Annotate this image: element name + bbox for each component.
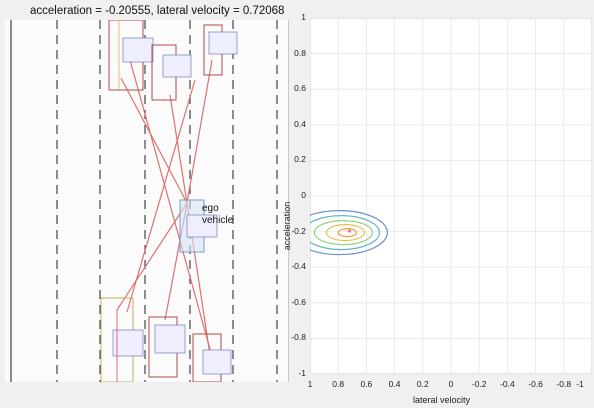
grid-lines [310,18,592,374]
y-tick-label: -0.2 [291,225,306,236]
x-axis-title: lateral velocity [413,395,471,405]
y-axis-title: acceleration [282,201,292,251]
y-tick-label: 0.6 [294,83,306,94]
y-tick-label: 1 [301,12,306,22]
ego-vehicle-label: ego vehicle [202,203,233,227]
x-tick-label: 0.2 [416,379,429,389]
lane-lines [56,20,278,382]
x-tick-label: -1 [576,379,584,389]
contour-lines [310,211,387,255]
contour-level [310,211,387,255]
scenario-view: ego vehicle [5,20,289,382]
contour-level [338,229,356,237]
window-title: acceleration = -0.20555, lateral velocit… [30,5,285,17]
y-tick-label: -0.8 [291,332,306,343]
contour-plot: * [310,18,592,374]
y-tick-label: -0.4 [291,261,306,272]
y-tick-label: 0.8 [294,47,306,58]
x-tick-label: 0.4 [388,379,401,389]
vehicle-box-top-left [108,20,154,91]
contour-level [314,221,372,245]
vehicle-box-bottom-middle [148,316,186,378]
y-tick-label: 0.2 [294,154,306,165]
vehicle-box-bottom-left [100,297,144,382]
y-tick-label: -0.6 [291,296,306,307]
x-tick-label: 0.8 [332,379,345,389]
y-tick-label: -1 [298,368,306,378]
ego-label-line2: vehicle [202,215,234,226]
x-tick-label: 0.6 [360,379,373,389]
ego-vehicle [179,199,218,253]
x-tick-label: -0.2 [471,379,487,389]
scenario-canvas [10,20,278,382]
x-tick-label: -0.8 [556,379,572,389]
x-tick-label: -0.4 [500,379,515,389]
x-tick-label: -0.6 [528,379,543,389]
y-tick-label: 0 [301,190,306,200]
y-tick-label: 0.4 [294,118,306,129]
x-tick-label: 0 [448,379,454,389]
ego-label-line1: ego [202,203,219,214]
marker-layer: * [347,229,352,239]
x-tick-label: 1 [307,379,313,389]
vehicle-box-top-right [203,24,238,76]
contour-level [326,225,364,241]
current-state-marker: * [347,229,352,239]
contour-level [310,216,379,250]
vehicle-box-bottom-right [192,333,232,382]
vehicle-box-top-middle [151,44,192,101]
